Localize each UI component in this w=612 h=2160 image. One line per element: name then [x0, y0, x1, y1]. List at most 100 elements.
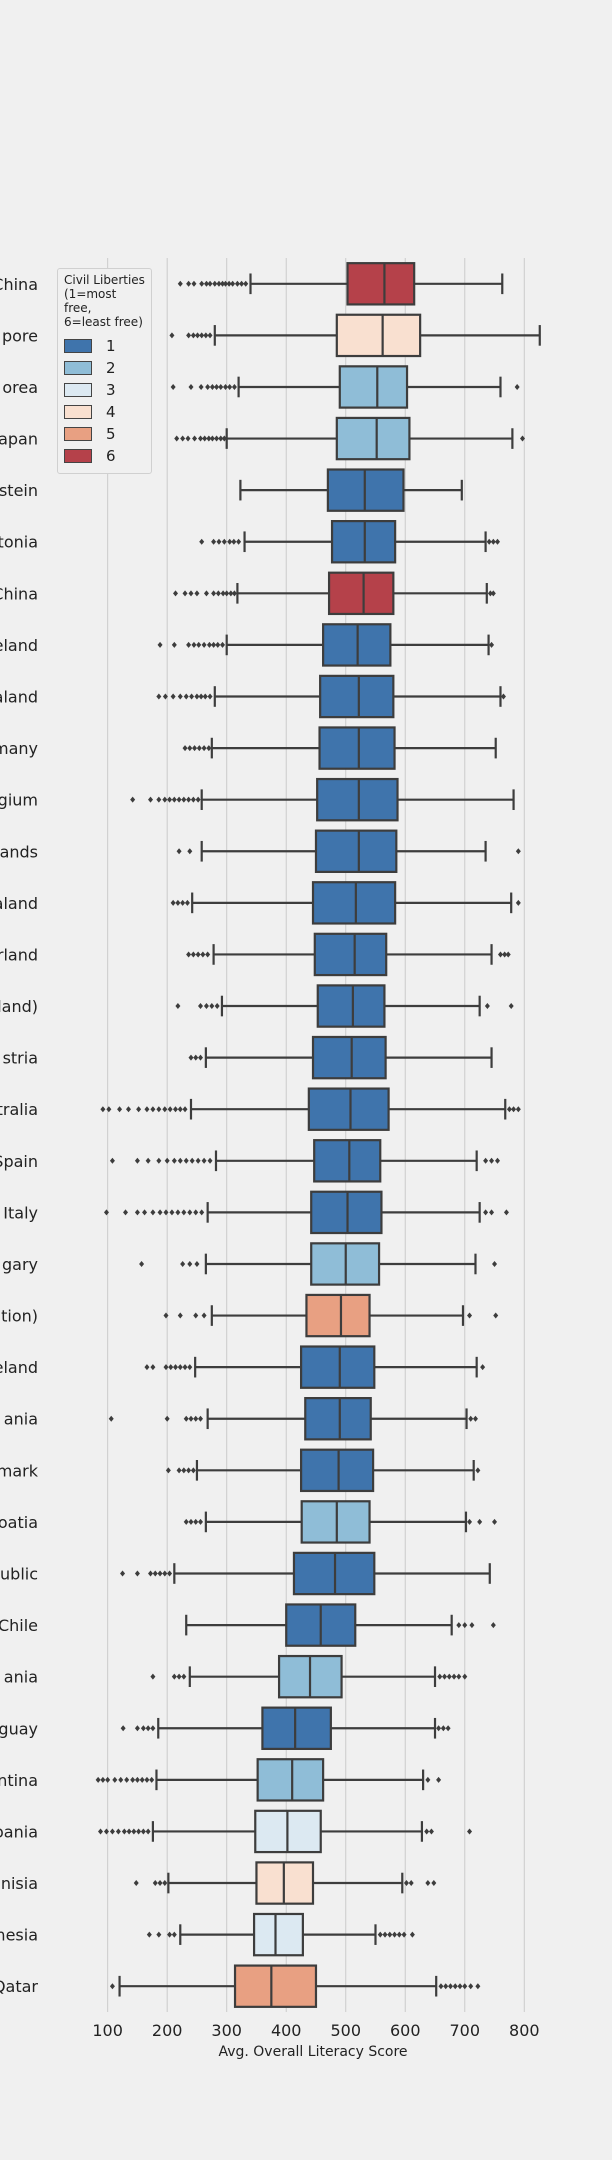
legend-label: 1 [106, 337, 116, 355]
category-label: gary [2, 1255, 38, 1274]
outlier-point [218, 383, 224, 390]
outlier-point [177, 1364, 183, 1371]
outlier-point [201, 1157, 207, 1164]
outlier-point [438, 1983, 444, 1990]
outlier-point [186, 951, 192, 958]
outlier-point [145, 1157, 151, 1164]
outlier-point [170, 899, 176, 906]
outlier-point [144, 1364, 150, 1371]
category-label: guay [0, 1719, 38, 1738]
outlier-point [188, 383, 194, 390]
outlier-point [177, 280, 183, 287]
box-iqr [316, 984, 386, 1028]
outlier-point [480, 1364, 486, 1371]
outlier-point [447, 1983, 453, 1990]
outlier-point [468, 1415, 474, 1422]
outlier-point [440, 1725, 446, 1732]
outlier-point [223, 383, 229, 390]
outlier-point [495, 1157, 501, 1164]
x-tick-label: 400 [271, 2021, 302, 2040]
outlier-point [162, 1880, 168, 1887]
outlier-point [134, 1209, 140, 1216]
box-iqr [311, 881, 397, 925]
category-label: nisia [1, 1874, 38, 1893]
outlier-point [193, 1209, 199, 1216]
outlier-point [425, 1880, 431, 1887]
box-iqr [233, 1964, 318, 2008]
outlier-point [487, 590, 493, 597]
outlier-point [515, 899, 521, 906]
outlier-point [156, 796, 162, 803]
outlier-point [490, 590, 496, 597]
outlier-point [206, 435, 212, 442]
outlier-point [186, 1467, 192, 1474]
outlier-point [198, 435, 204, 442]
outlier-point [409, 1931, 415, 1938]
category-label: ands [0, 842, 38, 861]
outlier-point [170, 383, 176, 390]
outlier-point [462, 1983, 468, 1990]
outlier-point [492, 1260, 498, 1267]
outlier-point [194, 1260, 200, 1267]
outlier-point [182, 1364, 188, 1371]
legend-swatch [64, 361, 92, 375]
outlier-point [150, 1209, 156, 1216]
box-iqr [316, 777, 399, 822]
outlier-point [177, 1157, 183, 1164]
outlier-point [196, 745, 202, 752]
outlier-point [186, 332, 192, 339]
outlier-point [223, 280, 229, 287]
outlier-point [152, 1570, 158, 1577]
outlier-point [181, 1467, 187, 1474]
outlier-point [451, 1673, 457, 1680]
box-iqr [299, 1345, 376, 1389]
outlier-point [486, 538, 492, 545]
outlier-point [156, 693, 162, 700]
outlier-point [489, 1209, 495, 1216]
outlier-point [103, 1209, 109, 1216]
outlier-point [187, 1364, 193, 1371]
outlier-point [456, 1673, 462, 1680]
outlier-point [193, 1054, 199, 1061]
outlier-point [181, 1673, 187, 1680]
outlier-point [162, 693, 168, 700]
outlier-point [193, 1312, 199, 1319]
category-label: Qatar [0, 1977, 38, 1996]
outlier-point [484, 1003, 490, 1010]
box-group: Spain [0, 1139, 501, 1183]
outlier-point [227, 538, 233, 545]
outlier-point [511, 1106, 517, 1113]
category-label: ublic [0, 1565, 38, 1584]
outlier-point [134, 1570, 140, 1577]
outlier-point [189, 1157, 195, 1164]
outlier-point [201, 1312, 207, 1319]
outlier-point [490, 1622, 496, 1629]
outlier-point [475, 1467, 481, 1474]
box-group: China [0, 262, 504, 306]
outlier-point [177, 693, 183, 700]
legend-item: 3 [64, 379, 145, 401]
outlier-point [445, 1725, 451, 1732]
outlier-point [183, 1415, 189, 1422]
outlier-point [139, 1776, 145, 1783]
box-iqr [346, 262, 416, 306]
outlier-point [146, 1931, 152, 1938]
box-iqr [261, 1706, 332, 1750]
outlier-point [472, 1415, 478, 1422]
outlier-point [392, 1931, 398, 1938]
box-group: Italy [3, 1190, 509, 1235]
category-label: nesia [0, 1926, 38, 1945]
outlier-point [500, 693, 506, 700]
outlier-point [468, 1983, 474, 1990]
box-group: gium [0, 777, 515, 822]
outlier-point [408, 1880, 414, 1887]
outlier-point [199, 332, 205, 339]
outlier-point [156, 1931, 162, 1938]
outlier-point [148, 796, 154, 803]
outlier-point [109, 1983, 115, 1990]
outlier-point [139, 1260, 145, 1267]
outlier-point [462, 1673, 468, 1680]
